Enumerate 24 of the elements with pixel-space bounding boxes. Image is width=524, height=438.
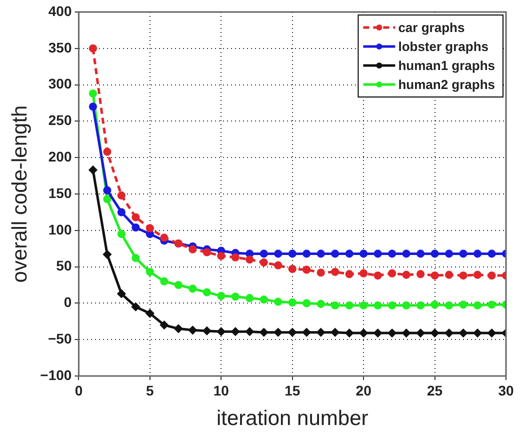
legend-label: human2 graphs <box>398 77 495 92</box>
y-tick-label: −100 <box>40 366 72 383</box>
legend-label: car graphs <box>398 20 465 36</box>
y-tick-label: 100 <box>48 221 72 238</box>
x-tick-label: 25 <box>427 382 443 398</box>
y-tick-label: 0 <box>64 294 72 310</box>
x-tick-label: 0 <box>74 382 83 398</box>
y-tick-label: 150 <box>48 184 72 201</box>
y-tick-label: 250 <box>48 112 72 128</box>
x-tick-label: 20 <box>356 382 372 398</box>
y-tick-label: −50 <box>48 330 72 346</box>
x-tick-label: 5 <box>146 382 154 398</box>
legend-label: lobster graphs <box>398 39 488 54</box>
y-tick-label: 400 <box>48 2 72 19</box>
y-tick-label: 200 <box>48 148 72 164</box>
y-tick-label: 50 <box>56 258 72 274</box>
x-tick-label: 15 <box>284 382 300 398</box>
y-tick-label: 350 <box>48 39 72 56</box>
y-axis-title: overall code-length <box>8 105 32 283</box>
x-tick-label: 30 <box>498 382 514 398</box>
y-tick-label: 300 <box>48 76 72 92</box>
x-axis-title: iteration number <box>216 407 368 430</box>
x-tick-label: 10 <box>213 382 230 398</box>
legend-label: human1 graphs <box>398 58 495 74</box>
